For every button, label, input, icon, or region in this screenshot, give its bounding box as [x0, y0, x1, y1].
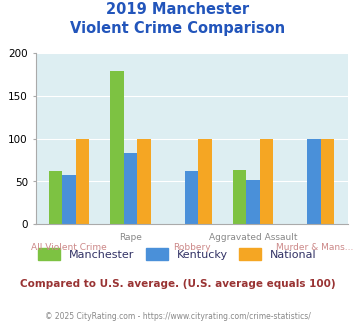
Text: Robbery: Robbery	[173, 243, 211, 251]
Bar	[76, 139, 89, 224]
Bar	[49, 171, 62, 224]
Bar	[307, 139, 321, 224]
Bar	[233, 170, 246, 224]
Bar	[260, 139, 273, 224]
Text: All Violent Crime: All Violent Crime	[31, 243, 107, 251]
Text: Murder & Mans...: Murder & Mans...	[275, 243, 353, 251]
Text: Aggravated Assault: Aggravated Assault	[209, 233, 297, 242]
Legend: Manchester, Kentucky, National: Manchester, Kentucky, National	[34, 244, 321, 264]
Text: 2019 Manchester: 2019 Manchester	[106, 2, 249, 16]
Bar	[198, 139, 212, 224]
Bar	[321, 139, 334, 224]
Bar	[246, 180, 260, 224]
Bar	[185, 171, 198, 224]
Text: Rape: Rape	[119, 233, 142, 242]
Text: Compared to U.S. average. (U.S. average equals 100): Compared to U.S. average. (U.S. average …	[20, 279, 335, 289]
Bar	[137, 139, 151, 224]
Text: Violent Crime Comparison: Violent Crime Comparison	[70, 21, 285, 36]
Bar	[110, 71, 124, 224]
Bar	[62, 175, 76, 224]
Bar	[124, 153, 137, 224]
Text: © 2025 CityRating.com - https://www.cityrating.com/crime-statistics/: © 2025 CityRating.com - https://www.city…	[45, 312, 310, 321]
